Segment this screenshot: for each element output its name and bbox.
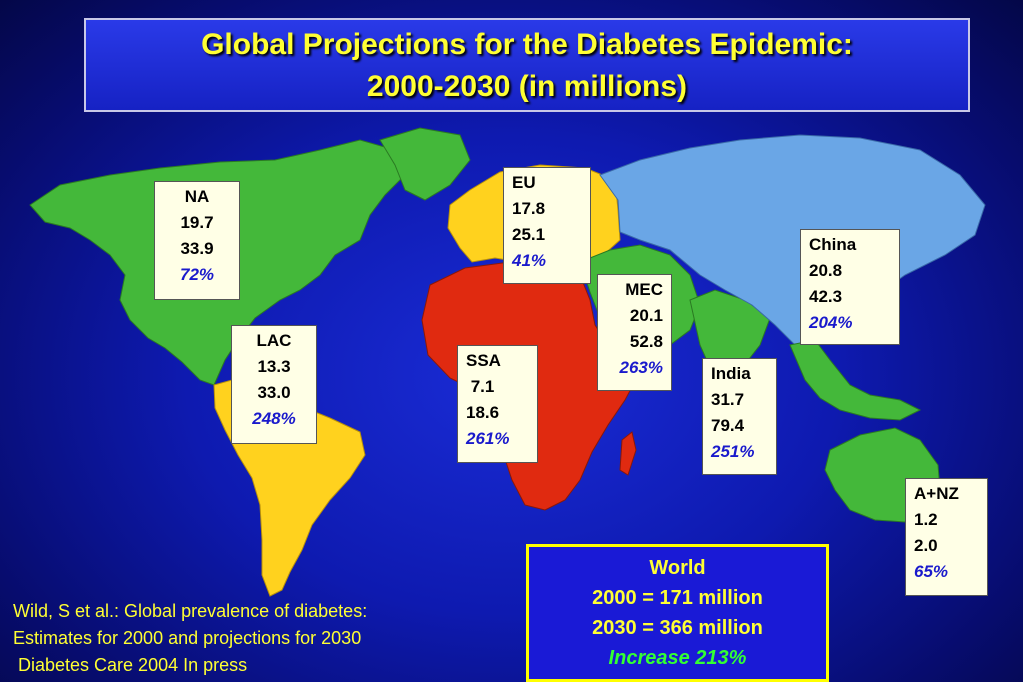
percent-increase: 204% xyxy=(809,313,853,332)
world-summary-box: World 2000 = 171 million 2030 = 366 mill… xyxy=(526,544,829,682)
value-2000: 7.1 xyxy=(466,377,495,396)
region-name: SSA xyxy=(466,351,501,370)
percent-increase: 263% xyxy=(619,358,663,377)
region-name: LAC xyxy=(256,331,292,350)
region-label-anz: A+NZ 1.2 2.0 65% xyxy=(905,478,988,596)
percent-increase: 41% xyxy=(512,251,547,270)
value-2000: 13.3 xyxy=(257,357,291,376)
value-2000: 1.2 xyxy=(914,510,938,529)
value-2030: 33.0 xyxy=(257,383,291,402)
region-label-china: China 20.8 42.3 204% xyxy=(800,229,900,345)
region-name: NA xyxy=(184,187,210,206)
region-name: China xyxy=(809,235,857,254)
title-line-1: Global Projections for the Diabetes Epid… xyxy=(201,28,853,61)
percent-increase: 251% xyxy=(711,442,755,461)
value-2030: 79.4 xyxy=(711,416,745,435)
region-label-mec: MEC 20.1 52.8 263% xyxy=(597,274,672,391)
title-line-2: 2000-2030 (in millions) xyxy=(366,70,688,103)
title-banner: Global Projections for the Diabetes Epid… xyxy=(84,18,970,112)
region-label-india: India 31.7 79.4 251% xyxy=(702,358,777,475)
value-2000: 20.8 xyxy=(809,261,843,280)
value-2030: 25.1 xyxy=(512,225,546,244)
value-2000: 20.1 xyxy=(629,306,663,325)
world-2000: 2000 = 171 million xyxy=(592,587,763,609)
region-label-ssa: SSA 7.1 18.6 261% xyxy=(457,345,538,463)
percent-increase: 72% xyxy=(179,265,215,284)
world-title: World xyxy=(649,557,706,579)
region-name: MEC xyxy=(625,280,663,299)
percent-increase: 65% xyxy=(914,562,949,581)
world-2030: 2030 = 366 million xyxy=(592,617,763,639)
region-label-eu: EU 17.8 25.1 41% xyxy=(503,167,591,284)
region-name: India xyxy=(711,364,751,383)
citation-text: Wild, S et al.: Global prevalence of dia… xyxy=(13,601,368,675)
value-2030: 2.0 xyxy=(914,536,938,555)
value-2000: 31.7 xyxy=(711,390,745,409)
value-2000: 19.7 xyxy=(180,213,214,232)
value-2030: 18.6 xyxy=(466,403,500,422)
map-greenland xyxy=(379,127,471,201)
percent-increase: 248% xyxy=(252,409,296,428)
region-name: A+NZ xyxy=(914,484,959,503)
value-2030: 33.9 xyxy=(180,239,214,258)
value-2030: 52.8 xyxy=(629,332,663,351)
region-name: EU xyxy=(512,173,536,192)
region-label-lac: LAC 13.3 33.0 248% xyxy=(231,325,317,444)
value-2030: 42.3 xyxy=(809,287,843,306)
region-label-na: NA 19.7 33.9 72% xyxy=(154,181,240,300)
map-southeast-asia xyxy=(789,339,922,421)
value-2000: 17.8 xyxy=(512,199,546,218)
map-madagascar xyxy=(619,431,637,476)
world-increase: Increase 213% xyxy=(608,647,747,669)
percent-increase: 261% xyxy=(466,429,510,448)
